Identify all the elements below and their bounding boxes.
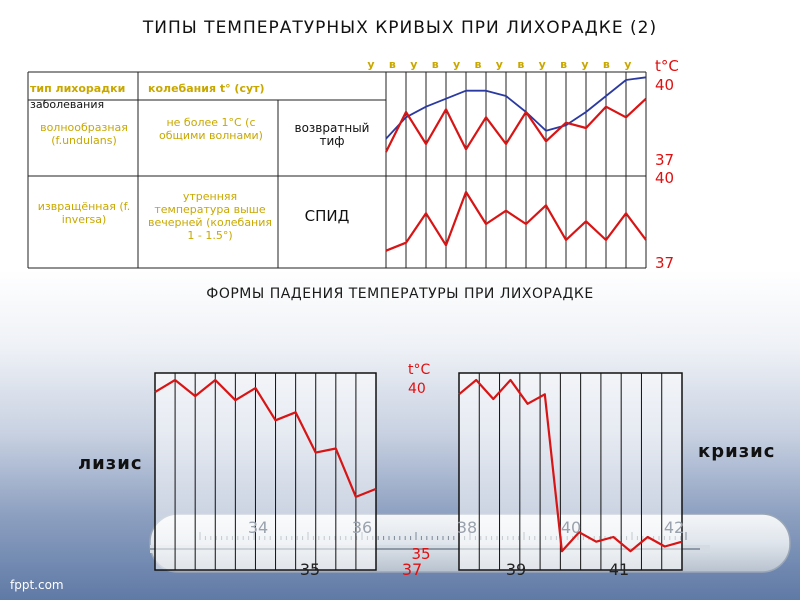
x-label: в [474, 58, 482, 71]
thermometer-lower-label: 41 [608, 560, 630, 579]
x-label: у [495, 58, 503, 71]
chart-3-y-tick-40: 40 [408, 381, 426, 397]
x-label: у [367, 58, 375, 71]
chart-1-y-unit: t°C [655, 57, 679, 75]
crisis-label: кризис [698, 441, 776, 462]
x-label: в [388, 58, 396, 71]
chart-2-inversa-plot [385, 190, 647, 252]
chart-3-y-unit: t°C [408, 362, 431, 378]
row1-fluctuation: не более 1°С (с общими волнами) [159, 116, 263, 142]
inversa-temperature-line [385, 190, 647, 252]
lysis-label: лизис [78, 453, 143, 474]
section-subtitle: ФОРМЫ ПАДЕНИЯ ТЕМПЕРАТУРЫ ПРИ ЛИХОРАДКЕ [206, 286, 594, 302]
fever-table [27, 71, 647, 269]
chart-3-lysis-frame [154, 372, 377, 571]
footer-brand: fppt.com [10, 578, 64, 592]
x-label: у [581, 58, 589, 71]
thermometer-upper-label: 34 [247, 518, 269, 537]
thermometer-upper-label: 38 [456, 518, 478, 537]
chart-2-y-tick-37: 37 [655, 254, 675, 272]
thermometer-upper-label: 40 [560, 518, 582, 537]
x-label: в [431, 58, 439, 71]
thermometer-upper-label: 42 [663, 518, 685, 537]
chart-4-crisis-frame [458, 372, 683, 571]
thermometer-lower-label: 35 [299, 560, 321, 579]
chart-1-grid [405, 72, 627, 268]
table-header-disease: заболевания [30, 98, 105, 111]
thermometer-marker-label: 35 [411, 545, 431, 563]
table-header-fever-type: тип лихорадки [30, 82, 126, 95]
row2-fluctuation: утренняя температура выше вечерней (коле… [147, 190, 273, 242]
lysis-temperature-line [154, 378, 377, 498]
undulans-temperature-line [385, 97, 647, 153]
x-label: у [538, 58, 546, 71]
chart-2-y-tick-40: 40 [655, 169, 675, 187]
row2-fever-type: извращённая (f. inversa) [37, 200, 131, 226]
thermometer-upper-label: 36 [351, 518, 373, 537]
row1-disease: возвратный тиф [294, 121, 370, 148]
chart-4-crisis-plot [458, 378, 683, 553]
thermometer-lower-label: 37 [401, 560, 423, 579]
chart-3-lysis-plot [154, 378, 377, 498]
x-label: в [602, 58, 610, 71]
chart-1-wave-plot [385, 76, 647, 153]
thermometer-lower-label: 39 [505, 560, 527, 579]
crisis-temperature-line [458, 378, 683, 553]
x-label: у [624, 58, 632, 71]
wave-envelope-line [385, 76, 647, 140]
x-label: в [560, 58, 568, 71]
table-header-fluctuation: колебания t° (сут) [148, 82, 265, 95]
row1-fever-type: волнообразная (f.undulans) [40, 121, 128, 147]
x-label: у [410, 58, 418, 71]
row2-disease: СПИД [304, 207, 350, 225]
chart-1-y-tick-40: 40 [655, 76, 675, 94]
x-label: в [517, 58, 525, 71]
slide-title: ТИПЫ ТЕМПЕРАТУРНЫХ КРИВЫХ ПРИ ЛИХОРАДКЕ … [142, 18, 658, 38]
chart-1-y-tick-37: 37 [655, 151, 675, 169]
x-label: у [453, 58, 461, 71]
